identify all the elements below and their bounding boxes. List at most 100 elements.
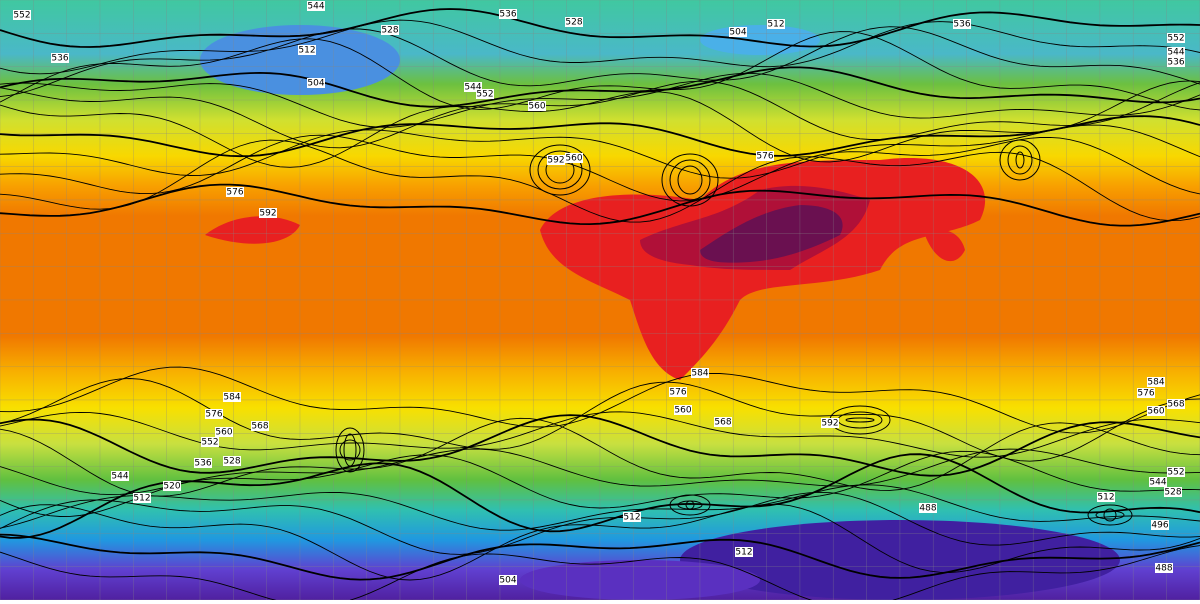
label-box [1167,33,1185,43]
contour-line [0,453,1200,539]
contour-label: 520 [163,482,180,492]
contour-line [1007,145,1033,175]
label-box [111,471,129,481]
label-box [205,409,223,419]
contour-line [677,165,703,195]
contour-label: 536 [953,20,970,30]
contour-label: 552 [1167,468,1184,478]
label-box [1167,47,1185,57]
label-box [51,53,69,63]
contour-label: 504 [307,79,324,89]
contour-line [0,80,1200,149]
label-box [1164,487,1182,497]
label-box [565,153,583,163]
label-box [1147,377,1165,387]
contour-line [0,66,1200,108]
contours [0,8,1200,604]
contour-line [537,150,583,190]
label-box [1155,563,1173,573]
contour-line [0,8,1200,48]
contour-label: 512 [298,46,315,56]
label-box [307,1,325,11]
contour-line [1095,510,1125,520]
label-box [767,19,785,29]
contour-line [343,433,357,467]
label-box [251,421,269,431]
label-box [163,481,181,491]
label-box [735,547,753,557]
contour-line [0,491,1200,555]
contour-line [1087,504,1133,526]
label-box [528,101,546,111]
contour-label: 560 [528,102,545,112]
label-box [691,368,709,378]
contour-label: 544 [307,2,324,12]
cold-region [680,520,1120,600]
contour-label: 512 [767,20,784,30]
contour-label: 576 [756,152,773,162]
contour-line [0,183,1200,227]
contour-label: 512 [1097,493,1114,503]
label-box [821,418,839,428]
contour-line [529,144,591,196]
contour-label: 552 [476,90,493,100]
contour-line [0,448,1200,496]
cold-region [700,25,820,55]
contour-label: 560 [215,428,232,438]
contour-label: 528 [381,26,398,36]
contour-line [1103,508,1117,522]
contour-label: 592 [547,156,564,166]
contour-label: 512 [133,494,150,504]
contour-label: 544 [464,83,481,93]
contour-label: 584 [223,393,240,403]
label-box [201,437,219,447]
contour-label: 552 [13,11,30,21]
contour-line [685,500,695,510]
contour-label: 544 [1149,478,1166,488]
label-box [1167,399,1185,409]
label-box [669,387,687,397]
contour-label: 512 [735,548,752,558]
contour-line [0,139,1200,223]
label-box [674,405,692,415]
label-box [547,155,565,165]
contour-line [0,484,1200,531]
label-box [464,82,482,92]
label-box [953,19,971,29]
contour-line [0,31,1200,111]
contour-label: 496 [1151,521,1168,531]
contour-line [845,417,875,423]
contour-label: 560 [674,406,691,416]
label-box [307,78,325,88]
contour-line [669,494,711,516]
contour-line [0,450,1200,517]
label-box [223,456,241,466]
contour-line [0,115,1200,158]
label-box [623,512,641,522]
contour-label: 584 [1147,378,1164,388]
label-box [259,208,277,218]
warm-region [925,230,965,262]
contour-line [0,414,1200,477]
contour-label: 528 [565,18,582,28]
contour-label: 568 [251,422,268,432]
contour-label: 528 [223,457,240,467]
label-box [226,187,244,197]
label-box [1151,520,1169,530]
label-box [756,151,774,161]
contour-label: 568 [714,418,731,428]
contour-label: 568 [1167,400,1184,410]
contour-line [0,80,1200,168]
warm-region [205,216,300,244]
label-box [1137,388,1155,398]
contour-label: 584 [691,369,708,379]
label-box [1097,492,1115,502]
contour-line [339,439,361,461]
contour-line [661,153,719,207]
label-box [194,458,212,468]
contour-line [0,72,1200,128]
contour-line [0,411,1200,458]
